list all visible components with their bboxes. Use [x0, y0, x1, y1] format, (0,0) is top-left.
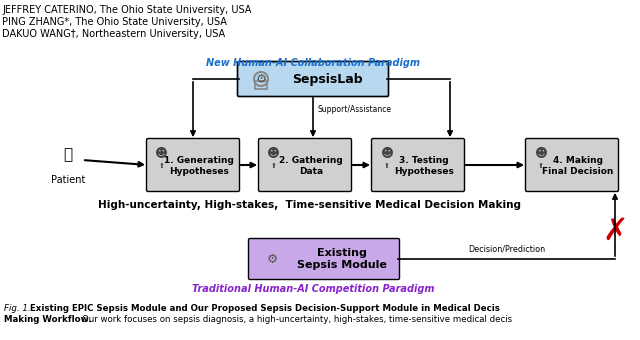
Text: 3. Testing
Hypotheses: 3. Testing Hypotheses [394, 156, 454, 176]
Text: ⬆: ⬆ [271, 163, 277, 169]
Text: 4. Making
Final Decision: 4. Making Final Decision [542, 156, 614, 176]
Text: SepsisLab: SepsisLab [292, 72, 363, 85]
Text: ⬆: ⬆ [384, 163, 390, 169]
FancyBboxPatch shape [248, 238, 399, 279]
FancyBboxPatch shape [237, 62, 388, 97]
Text: DAKUO WANG†, Northeastern University, USA: DAKUO WANG†, Northeastern University, US… [2, 29, 225, 39]
Text: ☻: ☻ [268, 148, 280, 160]
Text: Making Workflow.: Making Workflow. [4, 315, 92, 324]
Text: Our work focuses on sepsis diagnosis, a high-uncertainty, high-stakes, time-sens: Our work focuses on sepsis diagnosis, a … [82, 315, 512, 324]
Text: ☻: ☻ [534, 148, 547, 160]
Text: Support/Assistance: Support/Assistance [317, 104, 391, 114]
Text: ⬆: ⬆ [159, 163, 165, 169]
Text: New Human-AI Collaboration Paradigm: New Human-AI Collaboration Paradigm [206, 58, 420, 68]
Text: PING ZHANG*, The Ohio State University, USA: PING ZHANG*, The Ohio State University, … [2, 17, 227, 27]
Text: Existing EPIC Sepsis Module and Our Proposed Sepsis Decision-Support Module in M: Existing EPIC Sepsis Module and Our Prop… [30, 304, 500, 313]
Text: Fig. 1.: Fig. 1. [4, 304, 31, 313]
Text: Patient: Patient [51, 175, 85, 185]
FancyBboxPatch shape [147, 138, 239, 191]
Text: Decision/Prediction: Decision/Prediction [468, 245, 545, 254]
Text: High-uncertainty, High-stakes,  Time-sensitive Medical Decision Making: High-uncertainty, High-stakes, Time-sens… [99, 200, 522, 210]
Text: ⚙: ⚙ [266, 253, 278, 266]
Text: ✗: ✗ [602, 217, 628, 245]
Text: ☻: ☻ [156, 148, 168, 160]
Text: ⚙: ⚙ [255, 72, 267, 85]
Text: ☻: ☻ [381, 148, 394, 160]
FancyBboxPatch shape [525, 138, 618, 191]
Text: Traditional Human-AI Competition Paradigm: Traditional Human-AI Competition Paradig… [192, 284, 435, 294]
Text: ⬆: ⬆ [538, 163, 544, 169]
Text: JEFFREY CATERINO, The Ohio State University, USA: JEFFREY CATERINO, The Ohio State Univers… [2, 5, 252, 15]
Text: 1. Generating
Hypotheses: 1. Generating Hypotheses [164, 156, 234, 176]
Text: 🛏: 🛏 [63, 148, 72, 163]
FancyBboxPatch shape [371, 138, 465, 191]
Text: Existing
Sepsis Module: Existing Sepsis Module [297, 248, 387, 270]
Text: 2. Gathering
Data: 2. Gathering Data [279, 156, 343, 176]
FancyBboxPatch shape [259, 138, 351, 191]
